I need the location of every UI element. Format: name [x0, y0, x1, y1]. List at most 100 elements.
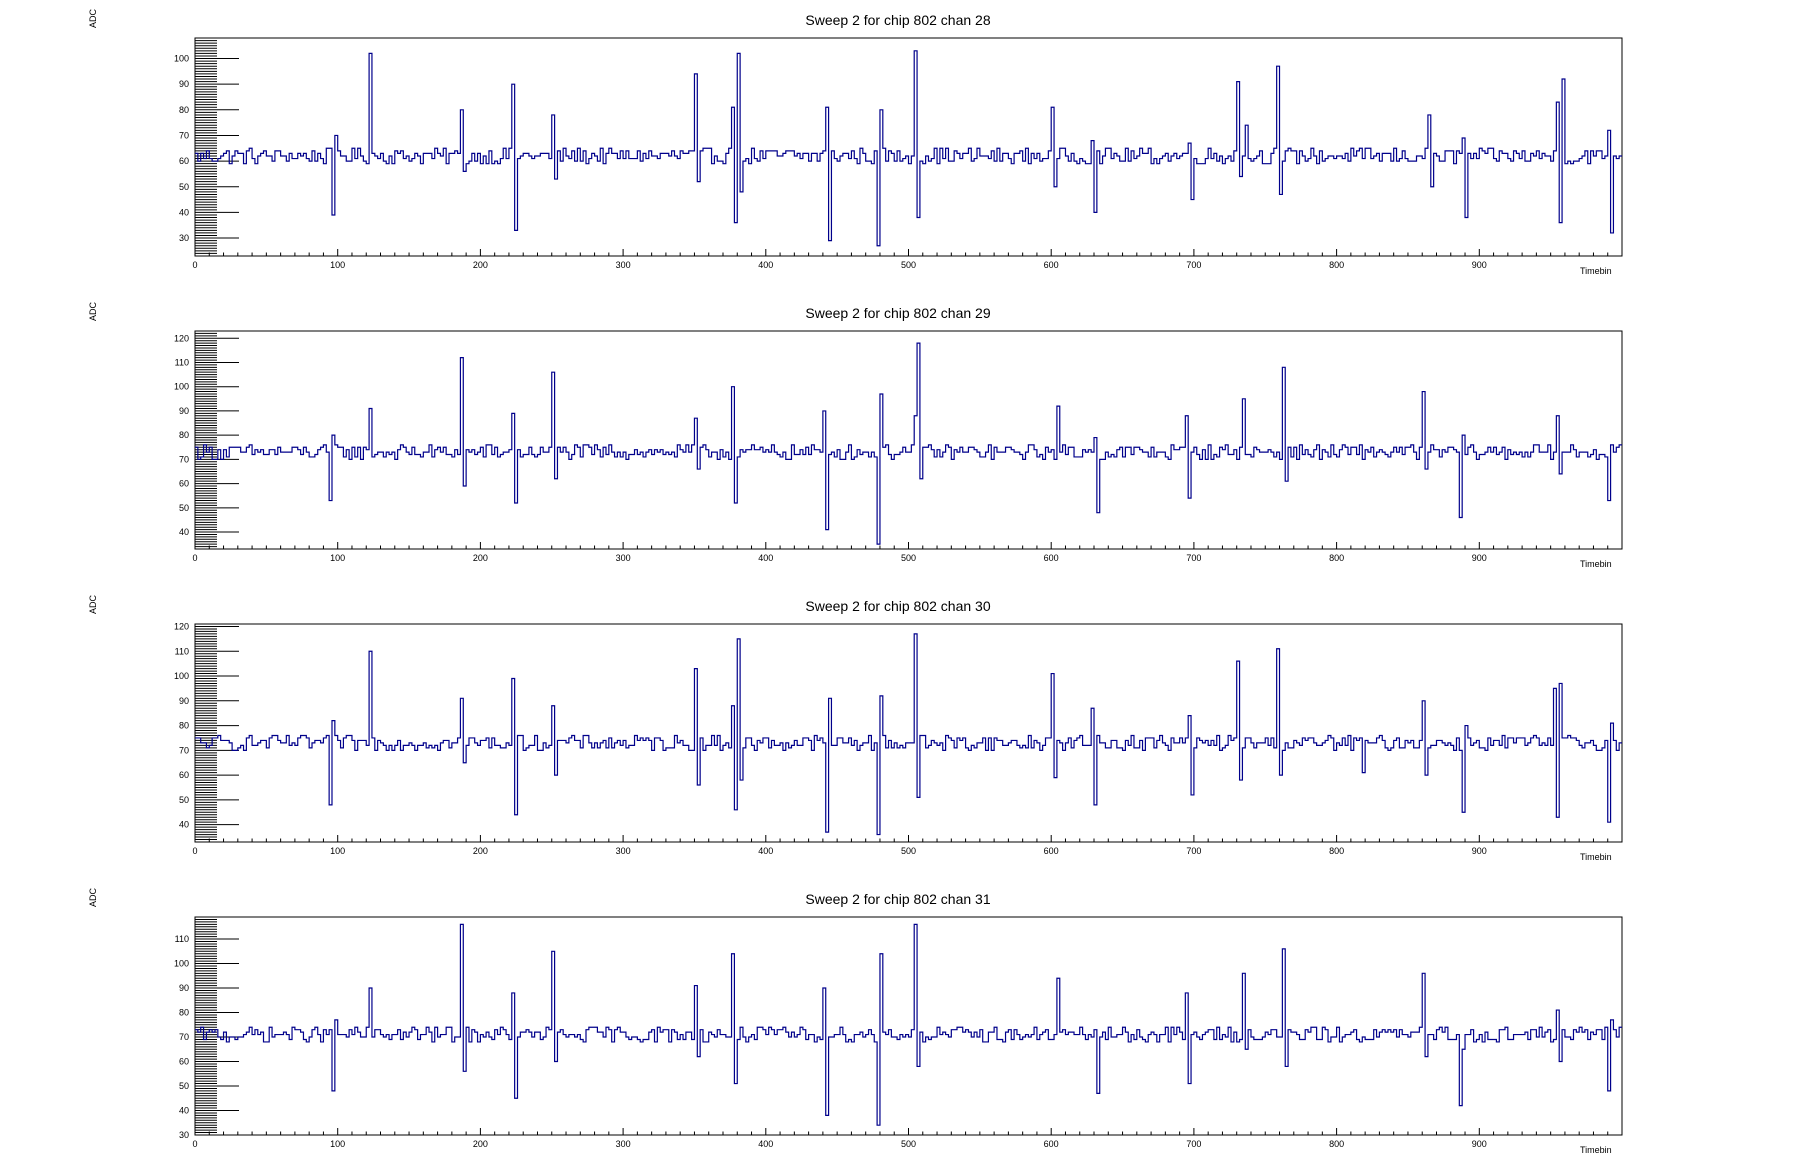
x-tick-label: 600 — [1044, 846, 1059, 856]
plot-frame — [194, 916, 1623, 1136]
x-tick-label: 700 — [1186, 846, 1201, 856]
x-axis-label: Timebin — [1580, 266, 1612, 276]
chart-title: Sweep 2 for chip 802 chan 28 — [805, 12, 991, 28]
y-minor-ticks — [195, 37, 239, 257]
y-tick-label: 100 — [174, 382, 189, 392]
x-tick-label: 700 — [1186, 553, 1201, 563]
y-tick-label: 110 — [175, 646, 189, 656]
x-tick-label: 700 — [1186, 1139, 1201, 1149]
x-tick-label: 200 — [473, 260, 488, 270]
chart-plot: 30 40 50 60 70 80 90 100 110 0 100 200 300 400 500 600 7… — [174, 916, 1623, 1149]
x-tick-label: 0 — [192, 1139, 197, 1149]
series-line — [195, 50, 1622, 247]
y-tick-label: 100 — [174, 671, 189, 681]
x-tick-label: 500 — [901, 260, 916, 270]
x-tick-label: 100 — [330, 846, 345, 856]
x-tick-label: 100 — [330, 1139, 345, 1149]
y-tick-label: 30 — [179, 233, 189, 243]
chart-plot: 40 50 60 70 80 90 100 110 120 0 100 200 300 400 500 600… — [174, 621, 1623, 856]
x-tick-label: 600 — [1044, 1139, 1059, 1149]
x-tick-label: 700 — [1186, 260, 1201, 270]
y-minor-ticks — [195, 330, 239, 550]
y-tick-label: 70 — [179, 1032, 189, 1042]
y-tick-label: 60 — [179, 770, 189, 780]
x-tick-label: 200 — [473, 553, 488, 563]
y-tick-label: 70 — [179, 745, 189, 755]
y-tick-label: 30 — [179, 1130, 189, 1140]
x-tick-label: 500 — [901, 846, 916, 856]
x-tick-label: 400 — [758, 1139, 773, 1149]
x-tick-label: 300 — [616, 1139, 631, 1149]
y-tick-label: 80 — [179, 430, 189, 440]
series-line — [195, 923, 1622, 1126]
x-tick-label: 500 — [901, 553, 916, 563]
y-tick-label: 90 — [179, 79, 189, 89]
x-tick-label: 300 — [616, 260, 631, 270]
y-tick-label: 40 — [179, 1106, 189, 1116]
y-tick-label: 120 — [174, 621, 189, 631]
y-tick-label: 60 — [179, 156, 189, 166]
x-tick-label: 200 — [473, 846, 488, 856]
x-tick-label: 400 — [758, 553, 773, 563]
y-tick-label: 80 — [179, 1008, 189, 1018]
x-tick-label: 200 — [473, 1139, 488, 1149]
series-line — [195, 633, 1622, 836]
x-tick-label: 0 — [192, 553, 197, 563]
chart-title: Sweep 2 for chip 802 chan 29 — [805, 305, 991, 321]
x-tick-label: 400 — [758, 260, 773, 270]
y-tick-label: 40 — [179, 207, 189, 217]
y-tick-label: 50 — [179, 1081, 189, 1091]
x-tick-label: 500 — [901, 1139, 916, 1149]
chart-plot: 30 40 50 60 70 80 90 100 0 100 200 300 400 500 600 700 8… — [174, 37, 1623, 270]
x-tick-label: 900 — [1472, 260, 1487, 270]
chart-panel-chan-31: Sweep 2 for chip 802 chan 31 ADC Timebin… — [0, 879, 1796, 1172]
x-axis-label: Timebin — [1580, 559, 1612, 569]
chart-panel-chan-28: Sweep 2 for chip 802 chan 28 ADC Timebin… — [0, 0, 1796, 293]
plot-frame — [194, 37, 1623, 257]
y-tick-label: 60 — [179, 479, 189, 489]
y-tick-label: 80 — [179, 721, 189, 731]
y-tick-label: 90 — [179, 983, 189, 993]
y-tick-label: 60 — [179, 1057, 189, 1067]
y-tick-label: 100 — [174, 54, 189, 64]
x-axis-label: Timebin — [1580, 852, 1612, 862]
y-minor-ticks — [195, 916, 239, 1136]
x-tick-label: 800 — [1329, 260, 1344, 270]
x-tick-label: 600 — [1044, 553, 1059, 563]
x-tick-label: 100 — [330, 553, 345, 563]
y-tick-label: 50 — [179, 795, 189, 805]
x-tick-label: 800 — [1329, 553, 1344, 563]
y-tick-label: 50 — [179, 182, 189, 192]
y-tick-label: 70 — [179, 454, 189, 464]
y-tick-label: 50 — [179, 503, 189, 513]
x-tick-label: 100 — [330, 260, 345, 270]
y-tick-label: 80 — [179, 105, 189, 115]
x-tick-label: 900 — [1472, 846, 1487, 856]
x-tick-label: 800 — [1329, 1139, 1344, 1149]
x-axis-label: Timebin — [1580, 1145, 1612, 1155]
x-tick-label: 0 — [192, 846, 197, 856]
y-tick-label: 100 — [174, 959, 189, 969]
y-minor-ticks — [195, 623, 239, 843]
y-tick-label: 110 — [175, 357, 189, 367]
y-tick-label: 40 — [179, 527, 189, 537]
x-tick-label: 300 — [616, 553, 631, 563]
series-line — [195, 342, 1622, 545]
y-tick-label: 110 — [175, 934, 189, 944]
plot-frame — [194, 623, 1623, 843]
chart-title: Sweep 2 for chip 802 chan 31 — [805, 891, 991, 907]
chart-plot: 40 50 60 70 80 90 100 110 120 0 100 200 300 400 500 600… — [174, 330, 1623, 563]
chart-panel-chan-30: Sweep 2 for chip 802 chan 30 ADC Timebin… — [0, 586, 1796, 879]
x-tick-label: 300 — [616, 846, 631, 856]
y-tick-label: 40 — [179, 820, 189, 830]
y-tick-label: 70 — [179, 130, 189, 140]
x-tick-label: 900 — [1472, 553, 1487, 563]
chart-panel-chan-29: Sweep 2 for chip 802 chan 29 ADC Timebin… — [0, 293, 1796, 586]
y-tick-label: 90 — [179, 406, 189, 416]
plot-frame — [194, 330, 1623, 550]
x-tick-label: 800 — [1329, 846, 1344, 856]
x-tick-label: 600 — [1044, 260, 1059, 270]
x-tick-label: 900 — [1472, 1139, 1487, 1149]
y-tick-label: 120 — [174, 333, 189, 343]
x-tick-label: 0 — [192, 260, 197, 270]
